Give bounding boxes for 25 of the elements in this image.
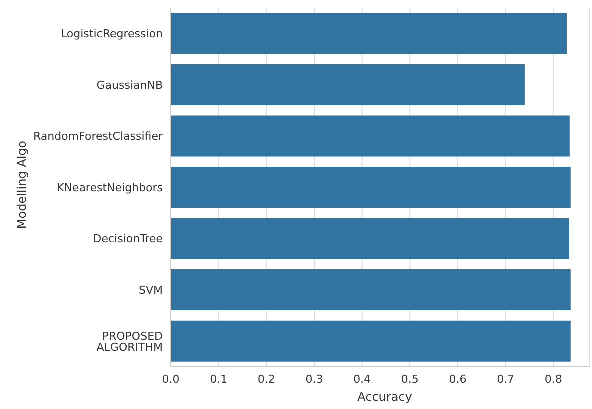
bar <box>171 320 571 362</box>
bar <box>171 270 571 311</box>
y-axis-title: Modelling Algo <box>15 140 29 230</box>
y-tick-label: PROPOSED ALGORITHM <box>96 330 163 354</box>
bar <box>171 13 568 54</box>
y-tick-label: KNearestNeighbors <box>56 181 164 194</box>
x-tick-label: 0.3 <box>306 372 324 386</box>
y-tick-label: GaussianNB <box>96 78 163 92</box>
x-tick-label: 0.7 <box>497 372 515 386</box>
x-tick-label: 0.6 <box>449 372 467 386</box>
x-tick-label: 0.2 <box>258 372 276 386</box>
x-tick-label: 0.0 <box>162 372 180 386</box>
y-tick-label: DecisionTree <box>93 232 164 246</box>
x-axis-title: Accuracy <box>356 390 414 404</box>
x-tick-label: 0.1 <box>210 372 228 386</box>
bar <box>171 166 571 208</box>
y-tick-label: LogisticRegression <box>60 28 164 41</box>
x-tick-label: 0.4 <box>354 372 372 386</box>
bar <box>171 116 570 157</box>
bar <box>171 64 525 106</box>
bar <box>171 218 570 260</box>
x-tick-label: 0.8 <box>544 372 562 386</box>
y-tick-label: SVM <box>139 284 163 297</box>
x-tick-label: 0.5 <box>401 372 419 386</box>
y-tick-label: RandomForestClassifier <box>33 130 164 144</box>
